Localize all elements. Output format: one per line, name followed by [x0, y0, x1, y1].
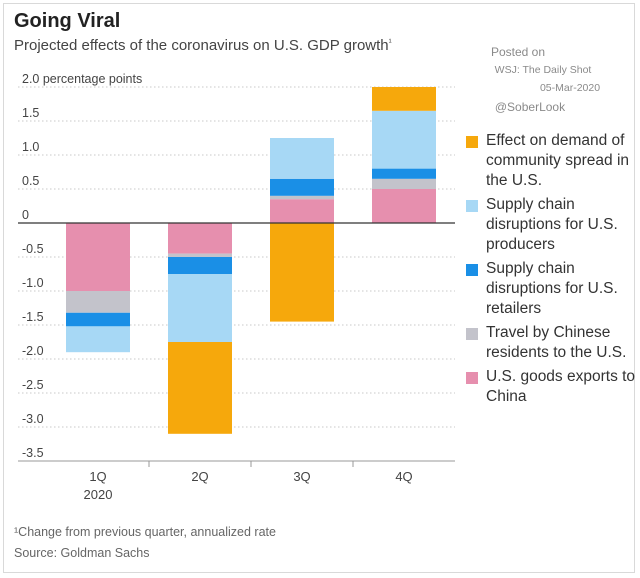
x-tick-label: 2Q — [191, 469, 208, 484]
legend-swatch — [466, 136, 478, 148]
y-tick-label: 0.5 — [22, 174, 39, 188]
credit-date: 05-Mar-2020 — [539, 82, 601, 94]
credit-publication: WSJ: The Daily Shot — [494, 64, 592, 76]
axis-layer — [18, 222, 455, 467]
bar-segment — [168, 342, 232, 434]
legend-label: Supply chain disruptions for U.S. retail… — [486, 260, 618, 317]
bar-segment — [372, 110, 436, 169]
x-tick-sublabel: 2020 — [84, 487, 113, 502]
bar-segment — [372, 168, 436, 179]
y-tick-label: -0.5 — [22, 242, 44, 256]
bar-segment — [66, 291, 130, 313]
credit-posted-on: Posted on — [490, 45, 546, 59]
chart-frame — [3, 3, 635, 573]
x-tick-label: 3Q — [293, 469, 310, 484]
bar-segment — [372, 178, 436, 189]
bar-segment — [168, 253, 232, 257]
legend-swatch — [466, 328, 478, 340]
bar-segment — [66, 312, 130, 327]
bar-segment — [168, 223, 232, 254]
legend-item: U.S. goods exports to China — [466, 367, 636, 407]
x-tick-label: 1Q — [89, 469, 106, 484]
legend-swatch — [466, 200, 478, 212]
legend-label: Travel by Chinese residents to the U.S. — [486, 324, 627, 361]
y-tick-label: -1.0 — [22, 276, 44, 290]
legend-label: Effect on demand of community spread in … — [486, 132, 630, 189]
legend-item: Supply chain disruptions for U.S. retail… — [466, 259, 636, 319]
legend-item: Travel by Chinese residents to the U.S. — [466, 323, 636, 363]
bar-segment — [270, 223, 334, 322]
chart-footnote: ¹Change from previous quarter, annualize… — [14, 525, 276, 539]
y-tick-label: -2.0 — [22, 344, 44, 358]
chart-subtitle-text: Projected effects of the coronavirus on … — [14, 37, 389, 54]
bar-segment — [372, 87, 436, 111]
bar-segment — [270, 199, 334, 223]
chart-source: Source: Goldman Sachs — [14, 546, 150, 560]
x-tick-label: 4Q — [395, 469, 412, 484]
bar-segment — [270, 195, 334, 200]
y-tick-label: -1.5 — [22, 310, 44, 324]
bar-segment — [372, 189, 436, 223]
y-tick-label: -3.5 — [22, 446, 44, 460]
y-tick-label: -2.5 — [22, 378, 44, 392]
bar-segment — [168, 257, 232, 274]
bar-segment — [270, 178, 334, 196]
y-tick-label: 1.0 — [22, 140, 39, 154]
legend-label: U.S. goods exports to China — [486, 368, 636, 405]
subtitle-footnote-mark: ¹ — [388, 37, 392, 47]
legend-item: Effect on demand of community spread in … — [466, 131, 636, 191]
chart-title: Going Viral — [14, 10, 121, 32]
y-tick-label: 2.0 percentage points — [22, 72, 142, 86]
chart-legend: Effect on demand of community spread in … — [466, 131, 636, 411]
bar-segment — [66, 223, 130, 291]
y-tick-label: 1.5 — [22, 106, 39, 120]
legend-item: Supply chain disruptions for U.S. produc… — [466, 195, 636, 255]
y-tick-label: 0 — [22, 208, 29, 222]
legend-swatch — [466, 372, 478, 384]
legend-swatch — [466, 264, 478, 276]
chart-subtitle: Projected effects of the coronavirus on … — [14, 37, 392, 54]
credit-handle: @SoberLook — [494, 100, 566, 114]
y-tick-label: -3.0 — [22, 412, 44, 426]
bar-layer — [66, 87, 436, 434]
bar-segment — [168, 274, 232, 342]
label-layer: 2.0 percentage points 1.5 1.0 0.5 0 -0.5 -1.0 -… — [22, 72, 413, 502]
bar-segment — [270, 138, 334, 179]
legend-label: Supply chain disruptions for U.S. produc… — [486, 196, 618, 253]
bar-segment — [66, 326, 130, 353]
